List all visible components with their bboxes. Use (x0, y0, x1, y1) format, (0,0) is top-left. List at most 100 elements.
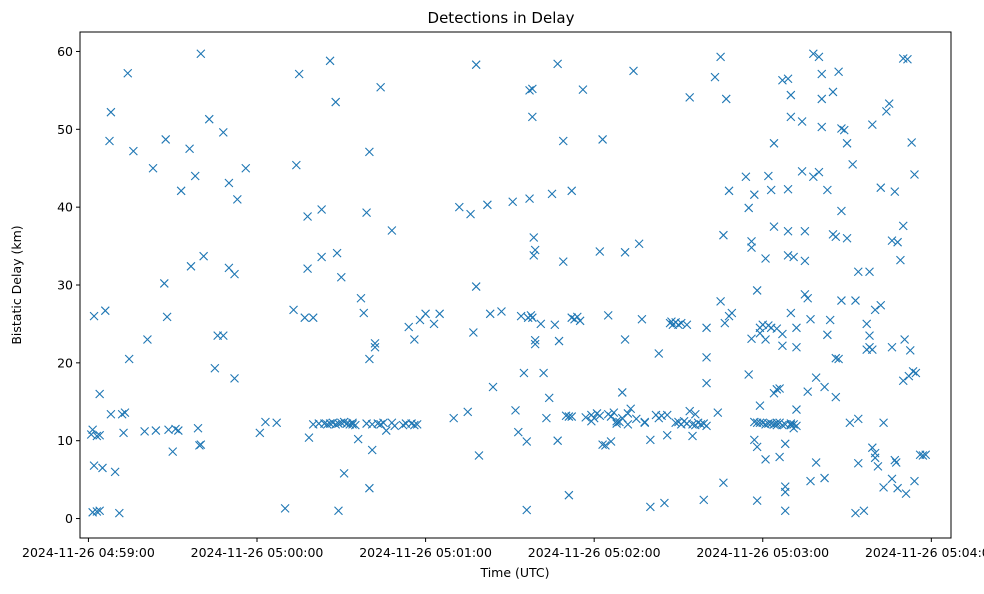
data-point (359, 308, 369, 318)
data-point (303, 264, 312, 274)
data-point (887, 342, 897, 352)
data-point (508, 197, 518, 207)
data-point (747, 243, 756, 253)
data-point (522, 437, 532, 446)
data-point (884, 99, 894, 109)
data-point (525, 194, 534, 203)
data-point (362, 208, 371, 217)
data-point (688, 419, 697, 429)
data-point (910, 476, 919, 486)
data-point (749, 435, 759, 445)
data-point (325, 56, 335, 66)
data-point (623, 409, 633, 418)
data-point (530, 245, 540, 255)
data-point (890, 455, 900, 465)
data-point (606, 437, 616, 446)
data-point (376, 82, 386, 92)
data-point (873, 461, 883, 471)
data-point (786, 419, 796, 428)
data-point (365, 354, 374, 364)
data-point (831, 392, 841, 402)
data-point (911, 368, 921, 378)
data-point (98, 463, 107, 473)
data-point (792, 342, 801, 352)
y-axis-ticks: 0 10 20 30 40 50 60 (57, 44, 80, 526)
data-point (755, 401, 765, 411)
data-point (893, 483, 903, 493)
data-point (713, 408, 723, 418)
data-point (567, 412, 577, 421)
data-point (350, 420, 360, 430)
data-point (778, 329, 787, 339)
data-point (114, 508, 124, 518)
data-point (564, 490, 574, 500)
data-point (530, 339, 540, 349)
data-point (106, 409, 116, 419)
data-point (903, 54, 912, 64)
data-point (210, 363, 220, 373)
data-point (839, 125, 849, 135)
data-point (792, 421, 801, 431)
data-point (578, 85, 588, 94)
y-axis-label: Bistatic Delay (km) (9, 225, 24, 344)
data-point (741, 172, 751, 182)
data-point (159, 279, 169, 288)
data-point (526, 310, 536, 320)
data-point (831, 353, 841, 363)
data-point (232, 194, 242, 204)
data-point (575, 316, 585, 326)
data-point (317, 205, 327, 214)
data-point (89, 311, 99, 321)
data-point (853, 458, 863, 468)
data-point (387, 226, 397, 235)
data-point (867, 120, 877, 130)
data-point (682, 320, 692, 330)
data-point (834, 354, 844, 364)
data-point (747, 237, 756, 246)
data-point (525, 85, 534, 95)
data-point (876, 300, 886, 310)
data-point (530, 335, 540, 345)
data-point (724, 186, 734, 196)
data-point (828, 87, 838, 97)
data-point (303, 212, 312, 221)
x-tick-label: 2024-11-26 05:00:00 (191, 545, 324, 560)
data-point (789, 419, 799, 429)
data-point (516, 311, 526, 321)
data-point (466, 209, 475, 219)
data-point (398, 420, 408, 430)
data-point (775, 452, 784, 462)
data-point (789, 252, 799, 262)
data-point (891, 458, 901, 467)
data-point (660, 498, 669, 508)
data-point (454, 202, 464, 212)
data-point (300, 313, 310, 323)
data-point (867, 345, 877, 355)
data-point (404, 322, 414, 332)
data-point (671, 418, 681, 428)
data-point (463, 407, 473, 417)
data-point (808, 49, 818, 59)
data-point (822, 330, 832, 340)
data-point (761, 254, 770, 263)
data-point (488, 382, 498, 392)
data-point (893, 237, 903, 247)
data-point (522, 505, 532, 515)
data-point (761, 335, 770, 344)
data-point (761, 454, 770, 464)
data-point (822, 185, 832, 195)
data-point (769, 222, 779, 232)
data-point (898, 221, 908, 231)
data-point (702, 323, 711, 333)
plot-area-frame (79, 31, 952, 539)
data-point (429, 319, 439, 329)
data-point (412, 419, 422, 429)
data-point (529, 251, 539, 260)
data-point (171, 424, 180, 434)
data-point (224, 178, 234, 188)
data-point (609, 408, 619, 418)
data-point (334, 506, 343, 516)
data-point (95, 430, 105, 440)
data-point (629, 66, 638, 76)
